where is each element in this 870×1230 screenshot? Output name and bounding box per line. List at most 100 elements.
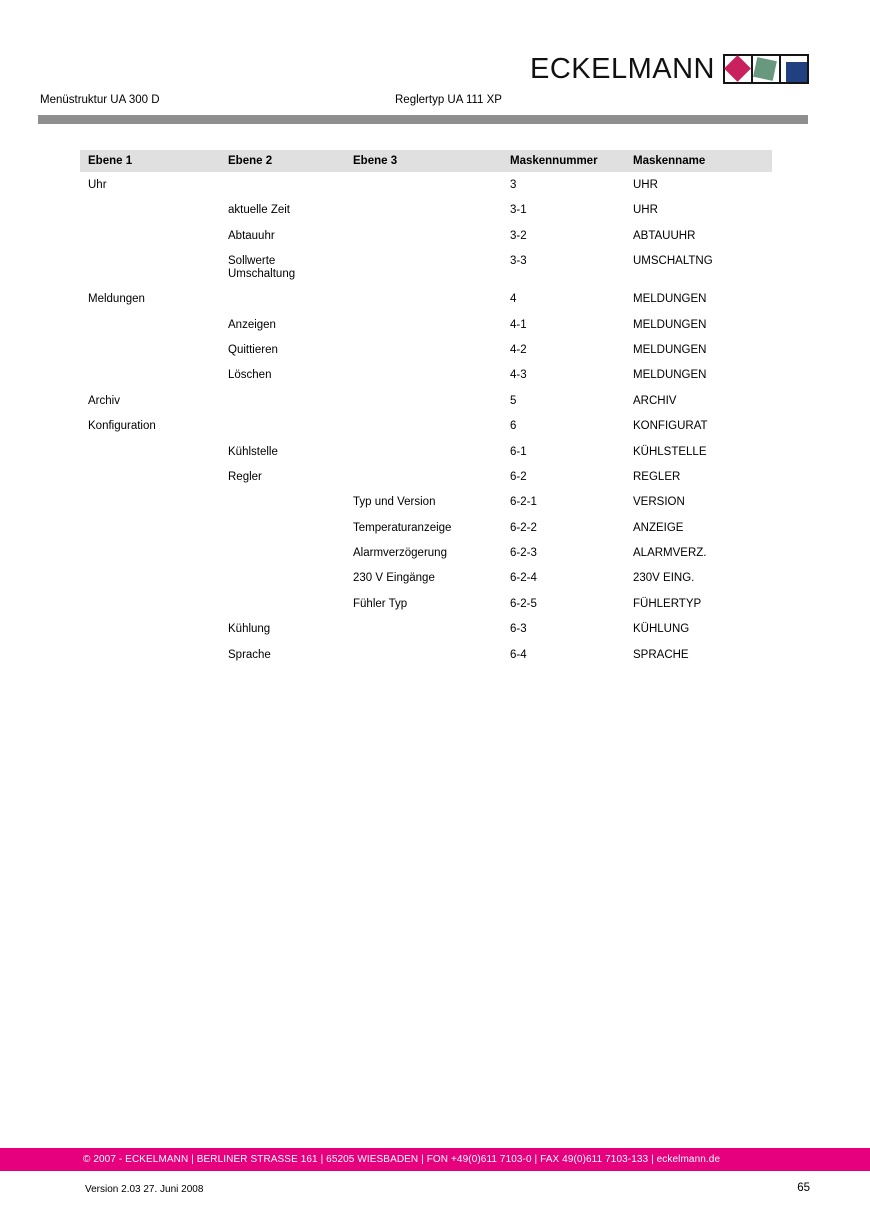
ebene3-cell: [345, 197, 502, 222]
ebene2-cell: [220, 413, 345, 438]
ebene1-cell: Konfiguration: [88, 420, 156, 433]
ebene3-cell: [345, 286, 502, 311]
table-row: Meldungen 4 MELDUNGEN: [80, 286, 772, 311]
ebene1-cell: Meldungen: [88, 293, 145, 306]
table-row: Sollwerte Umschaltung 3-3 UMSCHALTNG: [80, 248, 772, 286]
ebene3-cell: [345, 172, 502, 197]
maskennummer-cell: 3: [510, 179, 517, 191]
menu-structure-table: Ebene 1 Ebene 2 Ebene 3 Maskennummer Mas…: [80, 150, 772, 667]
ebene1-cell: [80, 642, 220, 667]
table-body: Uhr 3 UHR aktuelle Zeit 3-1 UHR Abtauuhr 3-2 ABT…: [80, 172, 772, 667]
ebene2-cell: Kühlung: [228, 623, 271, 636]
maskenname-cell: ARCHIV: [633, 394, 677, 407]
ebene1-cell: [80, 616, 220, 641]
column-header-maskenname: Maskenname: [633, 154, 706, 167]
column-header-ebene3: Ebene 3: [353, 154, 398, 167]
table-row: Archiv 5 ARCHIV: [80, 388, 772, 413]
ebene2-cell: [220, 565, 345, 590]
ebene2-cell: aktuelle Zeit: [228, 204, 291, 217]
ebene1-cell: [80, 540, 220, 565]
logo-wordmark: ECKELMANN: [530, 53, 715, 85]
table-row: aktuelle Zeit 3-1 UHR: [80, 197, 772, 222]
ebene2-cell: Löschen: [228, 369, 272, 382]
maskennummer-cell: 6-4: [510, 648, 527, 661]
ebene2-cell: [220, 540, 345, 565]
ebene2-cell: Regler: [228, 470, 262, 483]
footer-version-date: Version 2.03 27. Juni 2008: [85, 1184, 204, 1195]
maskennummer-cell: 4-3: [510, 369, 527, 382]
maskennummer-cell: 4-2: [510, 343, 527, 356]
ebene3-cell: [345, 337, 502, 362]
ebene1-cell: [80, 337, 220, 362]
maskenname-cell: KÜHLSTELLE: [633, 445, 707, 458]
maskenname-cell: MELDUNGEN: [633, 369, 707, 382]
table-row: Quittieren 4-2 MELDUNGEN: [80, 337, 772, 362]
column-header-maskennummer: Maskennummer: [510, 154, 598, 167]
footer-address-bar: © 2007 - ECKELMANN | BERLINER STRASSE 16…: [0, 1148, 870, 1171]
ebene1-cell: [80, 362, 220, 387]
maskenname-cell: UMSCHALTNG: [633, 255, 713, 268]
maskenname-cell: ANZEIGE: [633, 521, 684, 534]
logo-box-magenta: [723, 54, 753, 84]
ebene3-cell: Alarmverzögerung: [353, 547, 447, 560]
logo-box-blue: [779, 54, 809, 84]
header-center-title: Reglertyp UA 111 XP: [395, 94, 502, 106]
green-square-icon: [753, 57, 777, 81]
maskenname-cell: VERSION: [633, 496, 685, 509]
maskennummer-cell: 4: [510, 293, 517, 306]
ebene1-cell: [80, 248, 220, 286]
column-header-ebene1: Ebene 1: [88, 154, 133, 167]
table-row: 230 V Eingänge 6-2-4 230V EING.: [80, 565, 772, 590]
ebene3-cell: [345, 223, 502, 248]
ebene1-cell: [80, 312, 220, 337]
table-row: Uhr 3 UHR: [80, 172, 772, 197]
ebene1-cell: [80, 439, 220, 464]
ebene2-cell: Sollwerte Umschaltung: [228, 255, 296, 281]
ebene1-cell: [80, 464, 220, 489]
maskennummer-cell: 6-2: [510, 470, 527, 483]
maskenname-cell: UHR: [633, 179, 658, 191]
column-header-ebene2: Ebene 2: [228, 154, 273, 167]
maskenname-cell: UHR: [633, 204, 658, 217]
ebene1-cell: [80, 515, 220, 540]
maskenname-cell: FÜHLERTYP: [633, 597, 702, 610]
maskenname-cell: REGLER: [633, 470, 681, 483]
ebene2-cell: [220, 172, 345, 197]
header-left-title: Menüstruktur UA 300 D: [40, 94, 160, 106]
maskenname-cell: MELDUNGEN: [633, 318, 707, 331]
table-row: Löschen 4-3 MELDUNGEN: [80, 362, 772, 387]
ebene3-cell: [345, 439, 502, 464]
table-row: Temperaturanzeige 6-2-2 ANZEIGE: [80, 515, 772, 540]
ebene2-cell: [220, 515, 345, 540]
ebene2-cell: Sprache: [228, 648, 271, 661]
ebene3-cell: Typ und Version: [353, 496, 436, 509]
maskenname-cell: MELDUNGEN: [633, 293, 707, 306]
blue-square-icon: [786, 62, 807, 82]
ebene1-cell: Uhr: [88, 179, 107, 191]
ebene3-cell: [345, 616, 502, 641]
table-row: Kühlstelle 6-1 KÜHLSTELLE: [80, 439, 772, 464]
maskennummer-cell: 6-3: [510, 623, 527, 636]
maskennummer-cell: 4-1: [510, 318, 527, 331]
maskenname-cell: ABTAUUHR: [633, 229, 696, 242]
ebene2-cell: [220, 591, 345, 616]
maskennummer-cell: 6-1: [510, 445, 527, 458]
ebene3-cell: Temperaturanzeige: [353, 521, 452, 534]
ebene3-cell: [345, 642, 502, 667]
table-row: Regler 6-2 REGLER: [80, 464, 772, 489]
ebene1-cell: [80, 565, 220, 590]
table-row: Typ und Version 6-2-1 VERSION: [80, 489, 772, 514]
ebene2-cell: [220, 286, 345, 311]
maskenname-cell: 230V EING.: [633, 572, 695, 585]
ebene2-cell: Quittieren: [228, 343, 278, 356]
eckelmann-logo: ECKELMANN: [530, 54, 809, 84]
table-header-row: Ebene 1 Ebene 2 Ebene 3 Maskennummer Mas…: [80, 150, 772, 172]
ebene1-cell: Archiv: [88, 394, 120, 407]
maskennummer-cell: 6-2-3: [510, 547, 537, 560]
ebene2-cell: [220, 388, 345, 413]
maskenname-cell: KÜHLUNG: [633, 623, 690, 636]
logo-box-green: [751, 54, 781, 84]
ebene1-cell: [80, 591, 220, 616]
maskenname-cell: SPRACHE: [633, 648, 689, 661]
ebene2-cell: Kühlstelle: [228, 445, 278, 458]
